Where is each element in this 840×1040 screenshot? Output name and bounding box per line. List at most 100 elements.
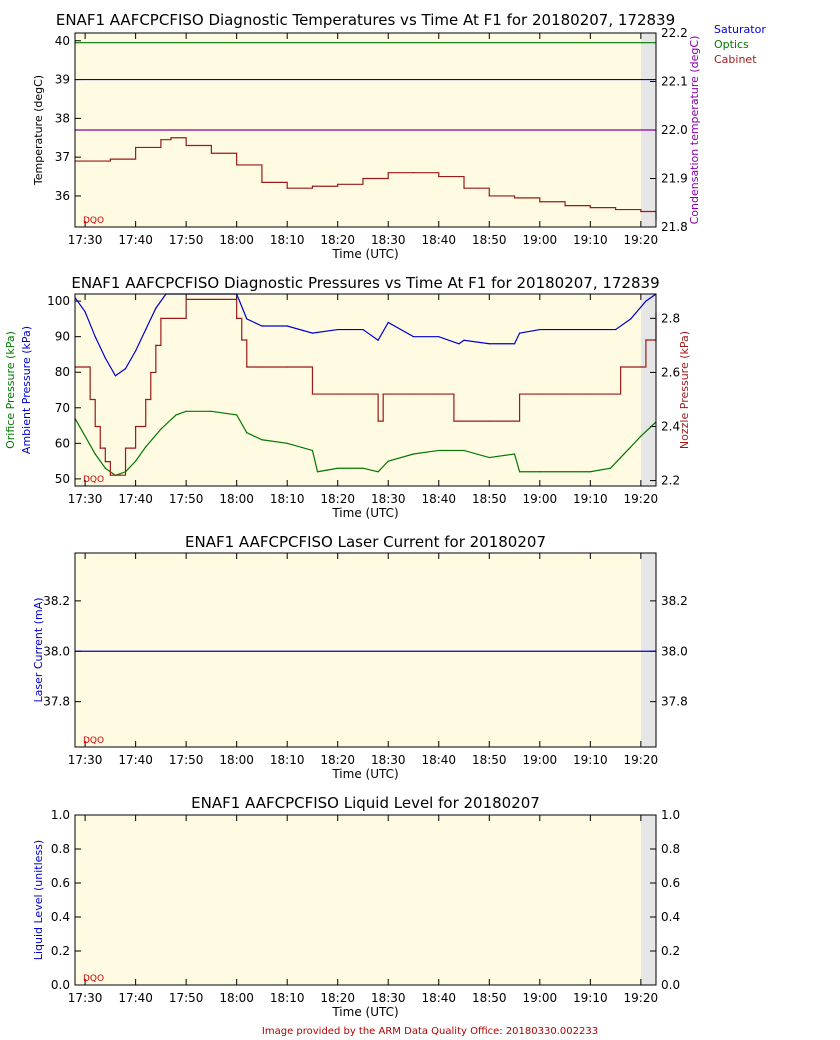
y-axis-label-left: Temperature (degC)	[32, 75, 45, 186]
series-point-ambient-pressure	[645, 300, 647, 302]
series-point-ambient-pressure	[311, 332, 314, 334]
y-tick-label: 0.0	[51, 978, 70, 992]
series-point-orifice-pressure	[84, 435, 86, 437]
series-point-orifice-pressure	[438, 449, 440, 452]
y-tick-label: 60	[55, 436, 70, 450]
series-point-orifice-pressure	[362, 467, 364, 469]
y-tick-label-right: 22.1	[661, 75, 688, 89]
x-tick-label: 18:30	[371, 492, 406, 506]
plot-frame	[74, 814, 657, 986]
y-tick-label: 36	[55, 189, 70, 203]
series-point-nozzle-pressure	[286, 366, 288, 368]
chart-title: ENAF1 AAFCPCFISO Diagnostic Temperatures…	[56, 11, 675, 29]
dqo-marker: DQO	[83, 216, 104, 226]
x-tick-label: 17:50	[169, 991, 204, 1005]
series-point-nozzle-pressure	[387, 393, 389, 395]
y-tick-label-right: 21.9	[661, 172, 688, 186]
series-point-orifice-pressure	[337, 467, 339, 469]
x-tick-label: 18:50	[472, 991, 507, 1005]
series-point-cabinet	[564, 205, 566, 207]
y-tick-label: 38	[55, 111, 70, 125]
series-point-nozzle-pressure	[94, 425, 96, 428]
series-point-cabinet	[160, 139, 162, 141]
series-point-orifice-pressure	[518, 471, 521, 473]
no-data-shade	[641, 553, 656, 747]
series-point-nozzle-pressure	[362, 393, 364, 395]
x-tick-label: 19:10	[573, 492, 608, 506]
y-tick-label: 50	[55, 472, 70, 486]
x-axis-label: Time (UTC)	[331, 767, 398, 781]
series-point-cabinet	[135, 146, 137, 149]
series-point-orifice-pressure	[175, 414, 177, 416]
no-data-shade	[641, 815, 656, 985]
series-point-ambient-pressure	[145, 328, 147, 331]
x-tick-label: 18:00	[219, 492, 254, 506]
x-axis-label: Time (UTC)	[331, 1005, 398, 1019]
x-tick-label: 18:50	[472, 492, 507, 506]
series-point-orifice-pressure	[463, 449, 465, 452]
series-point-ambient-pressure	[104, 357, 106, 359]
series-point-ambient-pressure	[458, 343, 460, 345]
dqo-marker: DQO	[83, 475, 104, 485]
y-tick-label: 80	[55, 365, 70, 379]
series-point-nozzle-pressure	[145, 398, 147, 401]
series-point-cabinet	[109, 158, 111, 160]
series-point-ambient-pressure	[155, 307, 157, 309]
series-point-orifice-pressure	[513, 453, 516, 455]
y-tick-label-right: 0.2	[661, 944, 680, 958]
x-tick-label: 18:20	[320, 991, 355, 1005]
series-point-orifice-pressure	[185, 410, 187, 412]
y-tick-label: 38.0	[43, 644, 70, 658]
series-point-ambient-pressure	[84, 311, 86, 313]
series-point-nozzle-pressure	[488, 420, 490, 422]
series-point-nozzle-pressure	[119, 474, 122, 476]
x-tick-label: 18:40	[421, 753, 456, 767]
y-tick-label-right: 21.8	[661, 220, 688, 234]
y-tick-label: 70	[55, 401, 70, 415]
chart-panel-1: ENAF1 AAFCPCFISO Diagnostic Temperatures…	[32, 11, 766, 261]
series-point-nozzle-pressure	[589, 393, 591, 395]
series-point-nozzle-pressure	[640, 366, 642, 368]
x-axis-label: Time (UTC)	[331, 247, 398, 261]
x-tick-label: 19:10	[573, 753, 608, 767]
plot-area	[75, 553, 656, 747]
y-tick-label: 0.2	[51, 944, 70, 958]
series-point-ambient-pressure	[488, 343, 490, 345]
series-point-orifice-pressure	[387, 460, 389, 462]
footer-credit: Image provided by the ARM Data Quality O…	[262, 1026, 598, 1037]
x-tick-label: 18:40	[421, 492, 456, 506]
series-point-nozzle-pressure	[99, 447, 101, 449]
series-point-nozzle-pressure	[614, 393, 617, 395]
series-point-ambient-pressure	[114, 375, 117, 377]
series-point-orifice-pressure	[94, 453, 96, 455]
x-tick-label: 18:00	[219, 991, 254, 1005]
series-point-orifice-pressure	[412, 453, 415, 455]
series-point-nozzle-pressure	[645, 339, 647, 341]
x-tick-label: 18:00	[219, 753, 254, 767]
y-tick-label-right: 38.2	[661, 594, 688, 608]
series-point-ambient-pressure	[377, 339, 379, 341]
y-axis-label-left-orifice: Orifice Pressure (kPa)	[4, 331, 17, 449]
series-point-orifice-pressure	[609, 467, 612, 469]
y-tick-label: 38.2	[43, 594, 70, 608]
y-tick-label-right: 2.2	[661, 474, 680, 488]
series-point-orifice-pressure	[589, 471, 591, 473]
series-point-orifice-pressure	[236, 414, 238, 416]
plot-area	[75, 294, 656, 486]
y-tick-label-right: 37.8	[661, 695, 688, 709]
series-point-nozzle-pressure	[160, 317, 162, 319]
series-point-nozzle-pressure	[438, 393, 440, 395]
legend-item-saturator: Saturator	[714, 23, 766, 36]
x-tick-label: 17:30	[68, 753, 103, 767]
series-point-nozzle-pressure	[124, 447, 127, 449]
series-point-nozzle-pressure	[185, 298, 187, 301]
plot-frame	[74, 552, 657, 748]
y-tick-label: 40	[55, 34, 70, 48]
y-tick-label-right: 22.0	[661, 123, 688, 137]
series-point-nozzle-pressure	[513, 420, 516, 422]
chart-title: ENAF1 AAFCPCFISO Laser Current for 20180…	[185, 533, 546, 551]
series-point-cabinet	[463, 187, 465, 189]
x-tick-label: 19:00	[523, 753, 558, 767]
series-point-ambient-pressure	[513, 343, 516, 345]
